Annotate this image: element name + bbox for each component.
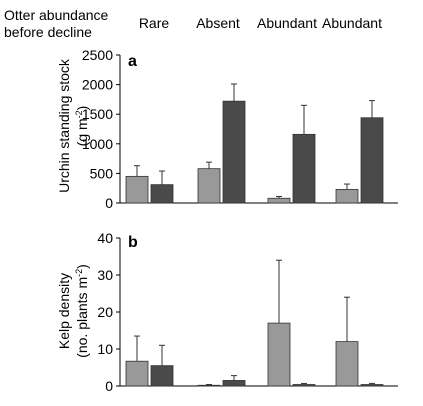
group-label-rare: Rare — [139, 15, 170, 31]
panel-b-bar-light-0 — [125, 360, 149, 387]
panel-a-ylabel-line1: Urchin standing stock — [56, 58, 72, 193]
panel-b-ylabel-line1: Kelp density — [56, 273, 72, 349]
panel-a: a Urchin standing stock (g m-2) 0 500 1000… — [56, 47, 398, 211]
panel-a-bar-dark-0 — [150, 184, 174, 204]
header: Otter abundance before decline Rare Abse… — [4, 7, 382, 40]
panel-b-y-tick-label: 0 — [105, 378, 113, 394]
panel-a-bar-light-0 — [125, 175, 149, 204]
panel-a-bar-light-1 — [197, 168, 221, 204]
panel-b-label: b — [128, 234, 138, 251]
row-label-line1: Otter abundance — [4, 7, 109, 23]
panel-a-bar-dark-1 — [222, 100, 246, 204]
panel-b-bar-light-1 — [197, 384, 221, 387]
panel-a-bar-dark-2 — [292, 133, 316, 204]
panel-b-y-tick-label: 40 — [97, 230, 113, 246]
panel-b-y-tick-label: 30 — [97, 267, 113, 283]
panel-b-bar-dark-2 — [292, 384, 316, 387]
panel-a-y-tick-label: 2000 — [82, 77, 113, 93]
panel-a-bar-light-2 — [267, 197, 291, 204]
panel-b-y-tick-label: 10 — [97, 341, 113, 357]
panel-b-bar-light-3 — [335, 341, 359, 387]
panel-a-y-axis: 0 500 1000 1500 2000 2500 — [82, 47, 398, 211]
panel-a-y-tick-label: 1500 — [82, 106, 113, 122]
panel-b-y-tick-label: 20 — [97, 304, 113, 320]
panel-b-bar-dark-1 — [222, 380, 246, 387]
panel-b-ylabel-line2: (no. plants m-2) — [74, 264, 90, 358]
panel-a-y-tick-label: 2500 — [82, 47, 113, 63]
panel-b-bar-dark-3 — [360, 384, 384, 387]
panel-a-bar-dark-3 — [360, 117, 384, 204]
panel-b-bar-light-2 — [267, 322, 291, 387]
panel-a-bar-light-3 — [335, 188, 359, 204]
panel-a-label: a — [128, 53, 137, 70]
panel-a-y-tick-label: 0 — [105, 195, 113, 211]
panel-a-y-tick-label: 500 — [90, 165, 114, 181]
panel-b-bars — [125, 259, 384, 387]
panel-a-y-tick-label: 1000 — [82, 136, 113, 152]
panel-b: b Kelp density (no. plants m-2) 0 10 20 30 4… — [56, 230, 398, 394]
group-label-abundant-2: Abundant — [322, 15, 382, 31]
group-label-absent: Absent — [196, 15, 240, 31]
panel-a-bars — [125, 83, 384, 204]
group-label-abundant-1: Abundant — [257, 15, 317, 31]
panel-a-ylabel-line2: (g m-2) — [74, 106, 90, 147]
panel-b-bar-dark-0 — [150, 365, 174, 387]
row-label-line2: before decline — [4, 24, 92, 40]
